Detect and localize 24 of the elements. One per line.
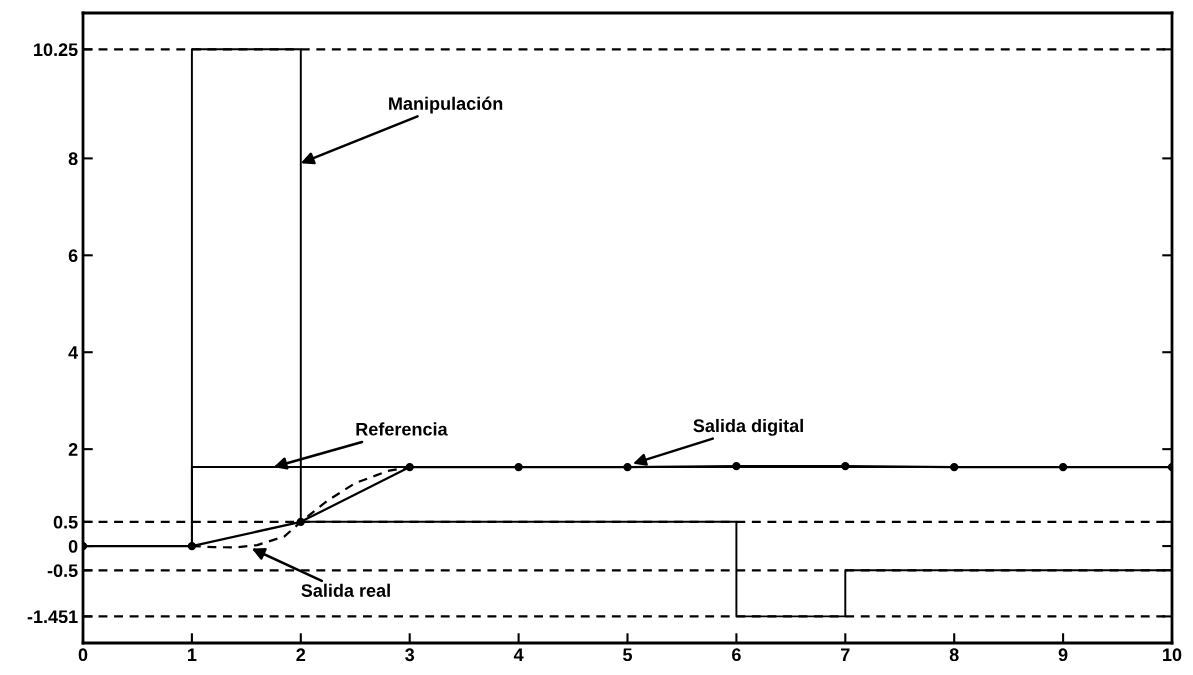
y-tick-label: -0.5 — [47, 564, 78, 578]
x-tick-label: 4 — [513, 648, 524, 661]
x-tick-label: 0 — [78, 648, 88, 662]
x-tick-label: 2 — [296, 648, 306, 661]
annotation: Salida digital — [693, 418, 803, 436]
y-tick-label: 0.5 — [53, 515, 78, 529]
x-tick-label: 6 — [732, 648, 741, 662]
x-tick-label: 9 — [1058, 648, 1068, 662]
annotation: Referencia — [356, 422, 448, 436]
y-tick-label: 8 — [68, 152, 78, 166]
y-tick-label: -1.451 — [27, 610, 78, 624]
x-tick-label: 3 — [405, 648, 415, 662]
annotation: Manipulación — [389, 96, 503, 114]
y-tick-label: 6 — [68, 249, 78, 263]
x-tick-label: 1 — [188, 648, 197, 661]
x-tick-label: 5 — [623, 648, 633, 662]
y-tick-label: 10.25 — [34, 43, 78, 57]
x-tick-label: 7 — [841, 648, 850, 661]
y-tick-label: 4 — [68, 346, 79, 359]
x-tick-label: 10 — [1163, 648, 1182, 662]
y-tick-label: 0 — [68, 540, 78, 553]
annotation: Salida real — [301, 583, 390, 597]
y-tick-label: 2 — [68, 443, 78, 456]
x-tick-label: 8 — [949, 648, 959, 662]
